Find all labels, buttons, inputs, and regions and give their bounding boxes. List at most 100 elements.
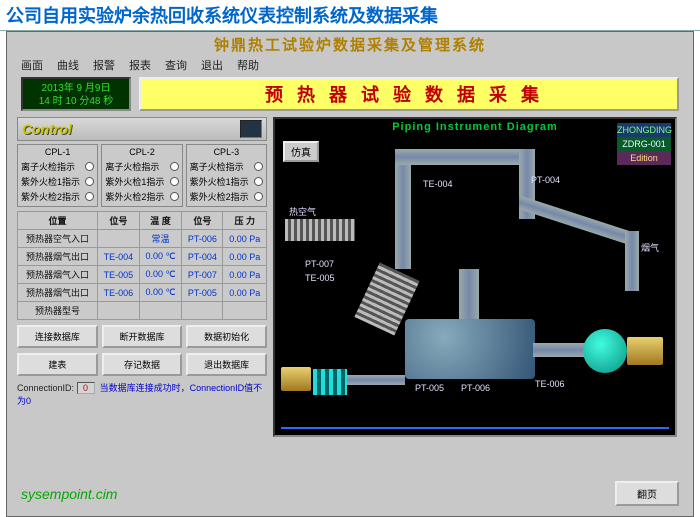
cpl-group: CPL-2离子火检指示紫外火检1指示紫外火检2指示 — [101, 144, 182, 207]
table-header: 温 度 — [139, 212, 181, 230]
cpl-row: 离子火检指示 — [105, 159, 178, 174]
pipe-h3 — [347, 375, 405, 385]
cpl-row: 离子火检指示 — [190, 159, 263, 174]
clock-time: 14 时 10 分48 秒 — [23, 95, 129, 108]
page-title: 公司自用实验炉余热回收系统仪表控制系统及数据采集 — [0, 0, 700, 31]
table-cell — [98, 302, 140, 320]
table-cell: PT-006 — [182, 230, 223, 248]
btn-create-table[interactable]: 建表 — [17, 353, 98, 376]
table-cell: 0.00 Pa — [223, 230, 267, 248]
table-cell: PT-007 — [182, 266, 223, 284]
diagram-title: Piping Instrument Diagram — [275, 121, 675, 133]
table-header: 位号 — [98, 212, 140, 230]
vessel-inlet — [459, 269, 479, 319]
label-exhaust: 烟气 — [641, 241, 659, 254]
main-vessel — [405, 319, 535, 379]
table-row: 预热器烟气入口TE-0050.00 ℃PT-0070.00 Pa — [18, 266, 267, 284]
menu-report[interactable]: 报表 — [129, 57, 151, 73]
cpl-row: 离子火检指示 — [21, 159, 94, 174]
table-cell: 预热器烟气入口 — [18, 266, 98, 284]
table-row: 预热器烟气出口TE-0040.00 ℃PT-0040.00 Pa — [18, 248, 267, 266]
indicator-lamp — [254, 192, 263, 201]
table-cell: 预热器空气入口 — [18, 230, 98, 248]
menu-query[interactable]: 查询 — [165, 57, 187, 73]
table-cell — [139, 302, 181, 320]
label-te005: TE-005 — [305, 273, 335, 283]
bellows-left — [285, 219, 355, 241]
db-buttons-1: 连接数据库 断开数据库 数据初始化 — [17, 325, 267, 348]
indicator-lamp — [85, 162, 94, 171]
btn-page-flip[interactable]: 翻页 — [615, 481, 679, 506]
cpl-row: 紫外火检1指示 — [105, 174, 178, 189]
cpl-group: CPL-3离子火检指示紫外火检1指示紫外火检2指示 — [186, 144, 267, 207]
label-hot-air: 热空气 — [289, 205, 316, 218]
btn-disconnect-db[interactable]: 断开数据库 — [102, 325, 183, 348]
clock-display: 2013年 9 月9日 14 时 10 分48 秒 — [21, 77, 131, 111]
control-label: Control — [22, 121, 72, 137]
btn-connect-db[interactable]: 连接数据库 — [17, 325, 98, 348]
menu-help[interactable]: 帮助 — [237, 57, 259, 73]
cpl-row-label: 紫外火检2指示 — [190, 190, 249, 203]
banner: 预热器试验数据采集 — [139, 77, 679, 111]
db-buttons-2: 建表 存记数据 退出数据库 — [17, 353, 267, 376]
table-cell: PT-004 — [182, 248, 223, 266]
indicator-lamp — [254, 162, 263, 171]
diagram-badge: ZHONGDING ZDRG-001 Edition — [617, 123, 671, 165]
control-panel: Control CPL-1离子火检指示紫外火检1指示紫外火检2指示CPL-2离子… — [17, 117, 267, 437]
app-title: 钟鼎热工试验炉数据采集及管理系统 — [7, 32, 693, 55]
table-cell: 0.00 ℃ — [139, 266, 181, 284]
cpl-row-label: 离子火检指示 — [190, 160, 244, 173]
btn-exit-db[interactable]: 退出数据库 — [186, 353, 267, 376]
cpl-groups: CPL-1离子火检指示紫外火检1指示紫外火检2指示CPL-2离子火检指示紫外火检… — [17, 144, 267, 207]
table-cell: TE-006 — [98, 284, 140, 302]
table-cell: 0.00 Pa — [223, 284, 267, 302]
indicator-lamp — [170, 162, 179, 171]
table-cell: 预热器烟气出口 — [18, 248, 98, 266]
connection-status: ConnectionID: 0 当数据库连接成功时，ConnectionID值不… — [17, 381, 267, 407]
table-cell: 预热器型号 — [18, 302, 98, 320]
indicator-lamp — [85, 192, 94, 201]
btn-save-data[interactable]: 存记数据 — [102, 353, 183, 376]
indicator-lamp — [254, 177, 263, 186]
indicator-lamp — [85, 177, 94, 186]
pump-left — [313, 369, 347, 395]
cpl-row: 紫外火检2指示 — [190, 189, 263, 204]
table-cell: 预热器烟气出口 — [18, 284, 98, 302]
data-table: 位置位号温 度位号压 力 预热器空气入口常温PT-0060.00 Pa预热器烟气… — [17, 211, 267, 320]
cpl-name: CPL-3 — [190, 147, 263, 157]
cpl-row-label: 紫外火检1指示 — [21, 175, 80, 188]
table-cell — [182, 302, 223, 320]
menu-alarm[interactable]: 报警 — [93, 57, 115, 73]
table-header: 压 力 — [223, 212, 267, 230]
badge-3: Edition — [617, 151, 671, 165]
indicator-lamp — [170, 192, 179, 201]
btn-init-data[interactable]: 数据初始化 — [186, 325, 267, 348]
label-pt004: PT-004 — [531, 175, 560, 185]
label-pt007: PT-007 — [305, 259, 334, 269]
cpl-row: 紫外火检2指示 — [105, 189, 178, 204]
table-cell: TE-005 — [98, 266, 140, 284]
piping-diagram: Piping Instrument Diagram ZHONGDING ZDRG… — [273, 117, 677, 437]
menu-bar: 画面 曲线 报警 报表 查询 退出 帮助 — [7, 55, 693, 77]
table-row: 预热器型号 — [18, 302, 267, 320]
conn-label: ConnectionID: — [17, 383, 74, 393]
table-cell: 0.00 ℃ — [139, 284, 181, 302]
control-icon[interactable] — [240, 120, 262, 138]
label-pt005: PT-005 — [415, 383, 444, 393]
table-row: 预热器烟气出口TE-0060.00 ℃PT-0050.00 Pa — [18, 284, 267, 302]
indicator-lamp — [170, 177, 179, 186]
cpl-row: 紫外火检1指示 — [21, 174, 94, 189]
label-te006: TE-006 — [535, 379, 565, 389]
menu-view[interactable]: 画面 — [21, 57, 43, 73]
pipe-h1 — [395, 149, 525, 165]
menu-exit[interactable]: 退出 — [201, 57, 223, 73]
menu-curve[interactable]: 曲线 — [57, 57, 79, 73]
conn-value: 0 — [77, 382, 95, 394]
btn-simulate[interactable]: 仿真 — [283, 141, 319, 162]
cpl-row-label: 离子火检指示 — [105, 160, 159, 173]
table-cell: 0.00 ℃ — [139, 248, 181, 266]
cpl-row-label: 紫外火检2指示 — [21, 190, 80, 203]
table-cell: PT-005 — [182, 284, 223, 302]
table-cell: 0.00 Pa — [223, 248, 267, 266]
motor-left — [281, 367, 311, 391]
